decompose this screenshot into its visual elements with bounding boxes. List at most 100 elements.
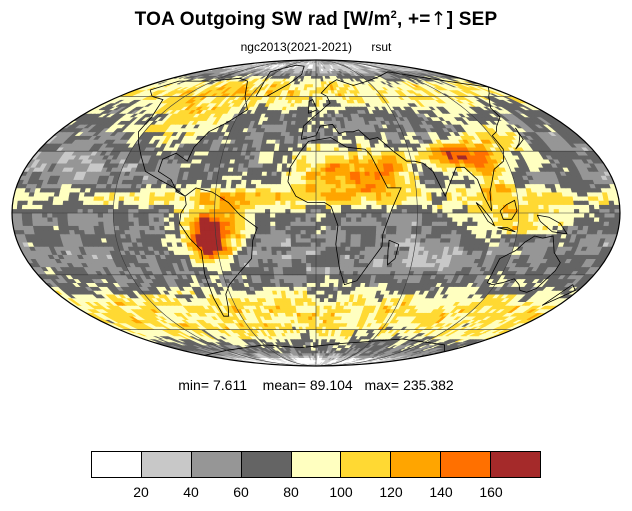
- field-cell: [296, 258, 302, 264]
- field-cell: [325, 262, 331, 268]
- field-cell: [113, 225, 120, 231]
- field-cell: [370, 229, 377, 235]
- field-cell: [98, 225, 105, 231]
- field-cell: [307, 312, 313, 317]
- field-cell: [343, 270, 350, 276]
- field-cell: [324, 286, 330, 291]
- field-cell: [271, 246, 278, 251]
- field-cell: [260, 237, 267, 243]
- field-cell: [350, 229, 357, 235]
- field-cell: [241, 246, 248, 251]
- field-cell: [302, 293, 308, 299]
- field-cell: [240, 229, 247, 235]
- field-cell: [328, 286, 335, 291]
- field-cell: [291, 254, 298, 260]
- field-cell: [363, 262, 370, 268]
- field-cell: [491, 229, 498, 235]
- field-cell: [241, 250, 249, 255]
- field-cell: [78, 225, 85, 231]
- field-cell: [320, 278, 326, 284]
- field-cell: [421, 229, 428, 235]
- field-cell: [301, 266, 307, 272]
- field-cell: [280, 237, 287, 243]
- field-cell: [334, 270, 340, 276]
- field-cell: [289, 293, 296, 299]
- field-cell: [220, 237, 227, 243]
- field-cell: [184, 225, 191, 231]
- field-cell: [307, 305, 313, 310]
- field-cell: [266, 254, 273, 260]
- field-cell: [230, 229, 237, 235]
- field-cell: [260, 233, 267, 239]
- field-cell: [325, 233, 332, 239]
- field-cell: [440, 233, 447, 239]
- field-cell: [301, 274, 308, 280]
- field-cell: [332, 293, 338, 299]
- field-cell: [299, 301, 305, 306]
- field-cell: [330, 254, 336, 260]
- field-cell: [380, 237, 387, 243]
- field-cell: [315, 290, 321, 295]
- field-cell: [375, 237, 382, 243]
- title-superscript: 2: [390, 9, 397, 21]
- field-cell: [296, 250, 302, 255]
- field-cell: [324, 282, 330, 287]
- field-cell: [426, 229, 433, 235]
- field-cell: [319, 297, 325, 303]
- field-cell: [297, 286, 304, 291]
- field-cell: [315, 262, 322, 268]
- field-cell: [245, 229, 252, 235]
- field-cell: [315, 301, 321, 306]
- field-cell: [354, 250, 361, 255]
- field-cell: [290, 246, 297, 251]
- field-cell: [364, 250, 371, 255]
- field-cell: [419, 241, 426, 247]
- field-cell: [364, 254, 370, 260]
- field-cell: [395, 233, 402, 239]
- field-cell: [343, 266, 350, 272]
- field-cell: [306, 266, 312, 272]
- field-cell: [323, 312, 328, 317]
- field-cell: [324, 274, 331, 280]
- field-cell: [297, 282, 304, 287]
- field-cell: [306, 270, 312, 276]
- field-cell: [345, 237, 352, 243]
- field-cell: [292, 274, 299, 280]
- field-cell: [255, 233, 262, 239]
- field-cell: [359, 250, 366, 255]
- field-cell: [345, 233, 352, 239]
- field-cell: [398, 250, 405, 255]
- field-cell: [355, 241, 362, 247]
- field-cell: [306, 282, 312, 287]
- field-cell: [296, 270, 303, 276]
- field-cell: [298, 293, 304, 299]
- field-cell: [379, 241, 386, 247]
- field-cell: [340, 229, 347, 235]
- field-cell: [175, 233, 182, 239]
- field-cell: [308, 322, 313, 327]
- field-cell: [277, 266, 284, 272]
- field-cell: [323, 308, 329, 313]
- field-cell: [343, 274, 349, 280]
- field-cell: [430, 233, 437, 239]
- field-cell: [285, 290, 291, 295]
- field-cell: [293, 290, 300, 295]
- field-cell: [295, 233, 302, 239]
- field-cell: [219, 225, 226, 231]
- field-cell: [292, 278, 299, 284]
- field-cell: [315, 250, 322, 255]
- field-cell: [404, 241, 411, 247]
- field-cell: [350, 241, 357, 247]
- field-cell: [312, 319, 317, 324]
- field-cell: [409, 241, 416, 247]
- field-cell: [330, 237, 337, 243]
- field-cell: [285, 225, 292, 231]
- field-cell: [300, 250, 307, 255]
- field-cell: [304, 312, 309, 317]
- field-cell: [211, 241, 218, 247]
- field-cell: [310, 266, 317, 272]
- field-cell: [285, 241, 292, 247]
- field-cell: [344, 258, 351, 264]
- field-cell: [227, 250, 234, 255]
